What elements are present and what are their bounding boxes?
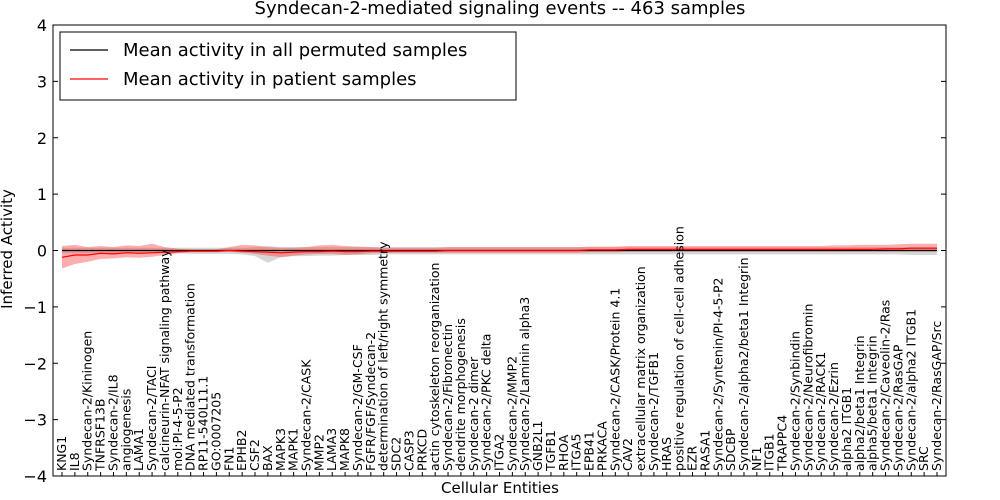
x-tick-label: Syndecan-2/alpha2 ITGB1 (903, 309, 918, 471)
x-tick-label: FGFR/FGF/Syndecan-2 (363, 332, 378, 471)
x-axis-label: Cellular Entities (441, 479, 559, 497)
x-tick-label: SRC (916, 446, 931, 471)
x-tick-label: calcineurin-NFAT signaling pathway (157, 249, 172, 471)
x-tick-label: CAV2 (620, 438, 635, 471)
x-tick-label: TRAPPC4 (775, 415, 790, 472)
x-tick-label: Syndecan-2/Caveolin-2/Ras (878, 300, 893, 471)
x-tick-label: determination of left/right symmetry (376, 241, 391, 471)
x-tick-label: Syndecan-2/CASK (299, 359, 314, 471)
x-tick-label: extracellular matrix organization (633, 266, 648, 471)
patient-mean-line (61, 247, 937, 258)
x-tick-label: LAMA3 (324, 428, 339, 471)
x-tick-label: FN1 (221, 447, 236, 472)
x-tick-label: PRKACA (594, 421, 609, 471)
x-tick-label: Syndecan-2/IL8 (106, 374, 121, 471)
x-tick-label: Syndecan-2/RACK1 (813, 352, 828, 471)
x-tick-label: KNG1 (54, 436, 69, 471)
x-tick-label: TGFB1 (543, 430, 558, 472)
legend-box (59, 31, 517, 101)
x-tick-label: positive regulation of cell-cell adhesio… (672, 226, 687, 471)
x-tick-label: ITGB1 (762, 433, 777, 471)
x-tick-label: Syndecan-2/TGFB1 (646, 352, 661, 471)
y-tick-label: 3 (37, 72, 47, 91)
y-tick-label: 4 (37, 16, 47, 35)
x-tick-label: EPB41 (582, 431, 597, 471)
x-tick-label: DNA mediated transformation (183, 283, 198, 471)
x-tick-label: alpha2/beta1 Integrin (852, 335, 867, 471)
y-tick-label: −3 (23, 411, 47, 430)
x-tick-label: Syndecan-2 dimer (466, 356, 481, 471)
x-tick-label: Syndecan-2/CASK/Protein 4.1 (607, 288, 622, 471)
x-tick-label: HRAS (659, 437, 674, 471)
x-tick-label: MMP2 (311, 434, 326, 471)
y-tick-label: 2 (37, 129, 47, 148)
y-axis: −4 −3 −2 −1 0 1 2 3 4 (23, 16, 946, 486)
y-tick-label: 0 (37, 242, 47, 261)
legend-label-patient: Mean activity in patient samples (123, 69, 417, 90)
x-tick-label: ITGA5 (569, 433, 584, 471)
x-tick-label: Syndecan-2/Syntenin/PI-4-5-P2 (710, 278, 725, 472)
x-tick-label: Syndecan-2/MMP2 (504, 356, 519, 471)
patient-band (62, 243, 937, 269)
x-tick-label: SDCBP (723, 428, 738, 471)
x-tick-label: dendrite morphogenesis (453, 318, 468, 471)
x-tick-label: Syndecan-2/Synbindin (788, 331, 803, 471)
x-tick-label: BAX (260, 445, 275, 471)
legend: Mean activity in all permuted samples Me… (59, 31, 517, 101)
plot-frame (52, 24, 947, 477)
x-tick-label: NF1 (749, 447, 764, 472)
x-tick-label: MAPK8 (337, 428, 352, 471)
series-lines (61, 247, 937, 258)
x-tick-label: SDC2 (389, 437, 404, 471)
x-tick-label: Syndecan-2/Neurofibromin (800, 304, 815, 471)
y-tick-label: 1 (37, 185, 47, 204)
confidence-bands (62, 243, 937, 269)
x-tick-label: IL8 (67, 452, 82, 471)
x-tick-label: GO:0007205 (208, 392, 223, 471)
y-tick-label: −2 (23, 354, 47, 373)
x-tick-label: MAPK1 (286, 428, 301, 471)
x-tick-label: Syndecan-2/PKC delta (479, 334, 494, 471)
x-tick-label: angiogenesis (118, 389, 133, 471)
x-tick-label: GNB2L1 (530, 421, 545, 471)
x-tick-label: actin cytoskeleton reorganization (427, 263, 442, 472)
x-tick-label: Syndecan-2/Laminin alpha3 (517, 297, 532, 471)
x-tick-label: RHOA (556, 434, 571, 471)
y-axis-label: Inferred Activity (0, 189, 16, 309)
x-tick-label: LAMA1 (131, 428, 146, 471)
x-tick-label: Syndecan-2/RasGAP (890, 344, 905, 471)
x-tick-label: ITGA2 (492, 433, 507, 471)
x-tick-label: EPHB2 (234, 430, 249, 471)
x-tick-labels: KNG1IL8Syndecan-2/KininogenTNFRSF13BSynd… (54, 226, 944, 476)
x-tick-label: Syndecan-2/Ezrin (826, 362, 841, 471)
x-tick-label: MAPK3 (273, 428, 288, 471)
x-tick-label: alpha2 ITGB1 (839, 387, 854, 471)
x-tick-label: Syndecan-2/RasGAP/Src (929, 321, 944, 471)
x-tick-label: mol:PI-4-5-P2 (170, 387, 185, 471)
y-tick-label: −1 (23, 298, 47, 317)
chart-title: Syndecan-2-mediated signaling events -- … (255, 0, 746, 19)
x-tick-label: CASP3 (401, 430, 416, 471)
x-tick-label: Syndecan-2/Fibronectin (440, 324, 455, 471)
y-tick-label: −4 (23, 467, 47, 486)
legend-label-permuted: Mean activity in all permuted samples (123, 40, 467, 61)
x-tick-label: RASA1 (697, 430, 712, 471)
x-tick-label: TNFRSF13B (93, 399, 108, 472)
x-tick-label: RP11-540L11.1 (196, 376, 211, 471)
x-tick-label: alpha5/beta1 Integrin (865, 335, 880, 471)
x-tick-label: Syndecan-2/alpha2/beta1 Integrin (736, 257, 751, 471)
x-tick-label: CSF2 (247, 439, 262, 471)
x-tick-label: Syndecan-2/GM-CSF (350, 344, 365, 471)
x-tick-label: Syndecan-2/TACI (144, 366, 159, 471)
x-tick-label: Syndecan-2/Kininogen (80, 331, 95, 471)
x-tick-label: PRKCD (414, 429, 429, 471)
x-tick-label: EZR (685, 446, 700, 471)
